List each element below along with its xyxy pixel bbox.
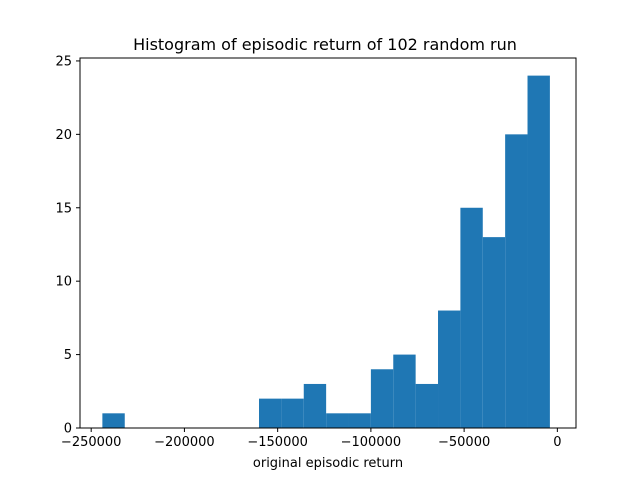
histogram-bars [102, 75, 550, 428]
x-tick-label: −50000 [438, 435, 490, 450]
histogram-bar-13 [393, 354, 416, 428]
histogram-bar-17 [482, 237, 506, 428]
y-tick-label: 15 [55, 201, 72, 216]
x-axis-label: original episodic return [253, 456, 403, 471]
x-tick-label: −200000 [154, 435, 215, 450]
y-tick-label: 25 [55, 54, 72, 69]
histogram-bar-18 [505, 134, 528, 428]
chart-title: Histogram of episodic return of 102 rand… [133, 35, 517, 54]
y-axis-ticks: 0 5 10 15 20 25 [55, 54, 80, 437]
x-tick-label: −100000 [341, 435, 402, 450]
x-tick-label: 0 [553, 435, 561, 450]
histogram-bar-15 [438, 310, 461, 428]
histogram-bar-14 [415, 383, 439, 428]
histogram-bar-8 [281, 398, 304, 428]
histogram-bar-9 [303, 383, 327, 428]
y-tick-label: 5 [64, 348, 72, 363]
histogram-bar-11 [348, 413, 371, 428]
histogram-bar-16 [460, 207, 483, 428]
x-tick-label: −250000 [61, 435, 122, 450]
x-tick-label: −150000 [247, 435, 308, 450]
x-axis-ticks: −250000 −200000 −150000 −100000 −50000 0 [61, 428, 561, 450]
y-tick-label: 0 [64, 422, 72, 437]
histogram-bar-10 [326, 413, 349, 428]
histogram-bar-19 [527, 75, 550, 428]
histogram-bar-0 [102, 413, 125, 428]
y-tick-label: 10 [55, 275, 72, 290]
y-tick-label: 20 [55, 128, 72, 143]
histogram-bar-7 [259, 398, 282, 428]
plot-frame [79, 57, 577, 429]
histogram-bar-12 [370, 369, 394, 428]
